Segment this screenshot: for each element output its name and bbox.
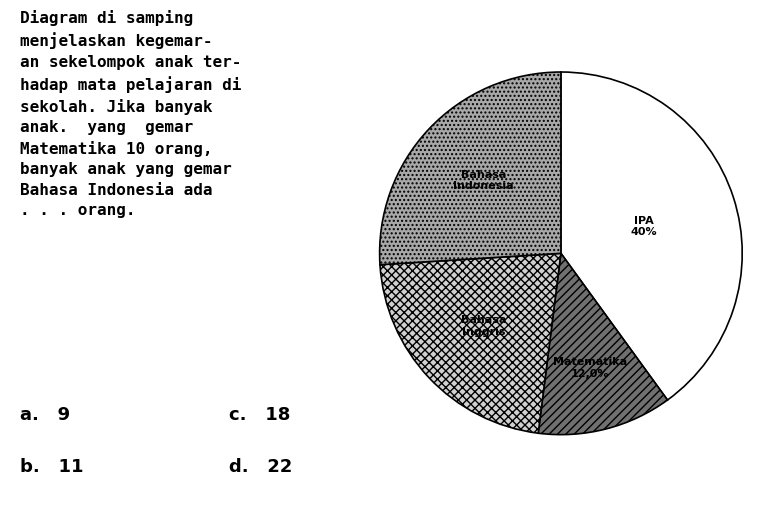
Wedge shape	[380, 253, 561, 433]
Wedge shape	[380, 72, 561, 265]
Text: a.   9: a. 9	[20, 406, 70, 424]
Text: Matematika
12,0%: Matematika 12,0%	[553, 357, 628, 378]
Text: d.   22: d. 22	[229, 458, 292, 476]
Wedge shape	[561, 72, 742, 400]
Text: Diagram di samping
menjelaskan kegemar-
an sekelompok anak ter-
hadap mata pelaj: Diagram di samping menjelaskan kegemar- …	[20, 10, 241, 218]
Text: b.   11: b. 11	[20, 458, 83, 476]
Wedge shape	[538, 253, 668, 435]
Text: Bahasa
Indonesia: Bahasa Indonesia	[453, 170, 514, 191]
Text: c.   18: c. 18	[229, 406, 290, 424]
Text: Bahasa
Inggris: Bahasa Inggris	[461, 315, 506, 337]
Text: IPA
40%: IPA 40%	[630, 216, 656, 237]
